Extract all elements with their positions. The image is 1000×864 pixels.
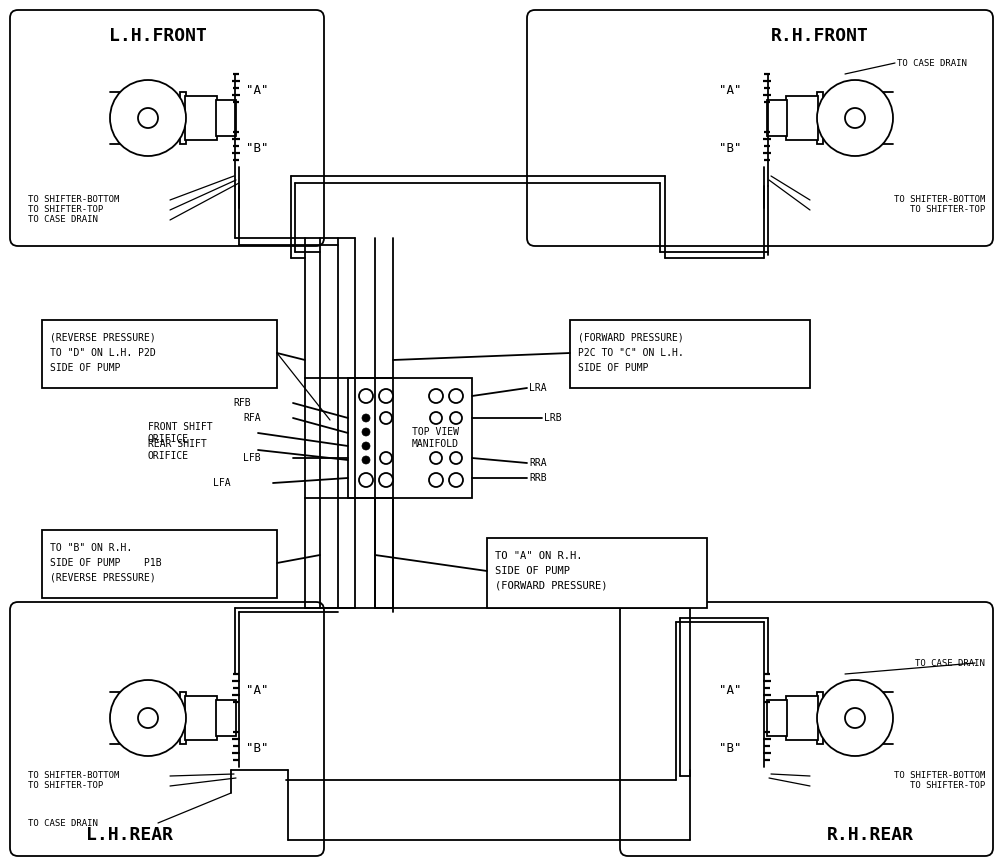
Circle shape <box>380 412 392 424</box>
Text: SIDE OF PUMP: SIDE OF PUMP <box>50 363 120 373</box>
Text: (REVERSE PRESSURE): (REVERSE PRESSURE) <box>50 333 156 343</box>
Bar <box>185 696 217 740</box>
Circle shape <box>450 452 462 464</box>
Text: (FORWARD PRESSURE): (FORWARD PRESSURE) <box>578 333 684 343</box>
Bar <box>487 538 707 608</box>
Text: R.H.FRONT: R.H.FRONT <box>771 27 869 45</box>
Text: TO SHIFTER-BOTTOM: TO SHIFTER-BOTTOM <box>894 772 985 780</box>
Text: TO "B" ON R.H.: TO "B" ON R.H. <box>50 543 132 553</box>
Circle shape <box>362 428 370 436</box>
Text: TO CASE DRAIN: TO CASE DRAIN <box>28 215 98 225</box>
Circle shape <box>449 473 463 487</box>
Text: RFB: RFB <box>233 398 251 408</box>
Text: R.H.REAR: R.H.REAR <box>826 826 914 844</box>
Bar <box>180 692 186 744</box>
Text: RRB: RRB <box>529 473 547 483</box>
Circle shape <box>845 108 865 128</box>
Text: RFA: RFA <box>243 413 261 423</box>
Text: "A": "A" <box>719 84 742 97</box>
Text: FRONT SHIFT
ORIFICE: FRONT SHIFT ORIFICE <box>148 422 213 444</box>
Circle shape <box>845 708 865 728</box>
Text: "A": "A" <box>719 683 742 696</box>
Bar <box>849 112 861 124</box>
Circle shape <box>138 108 158 128</box>
Bar <box>180 92 186 144</box>
Circle shape <box>380 452 392 464</box>
Text: (REVERSE PRESSURE): (REVERSE PRESSURE) <box>50 573 156 583</box>
Text: TO CASE DRAIN: TO CASE DRAIN <box>28 818 98 828</box>
Circle shape <box>110 680 186 756</box>
Text: L.H.REAR: L.H.REAR <box>87 826 174 844</box>
Bar <box>142 112 154 124</box>
Text: TO "A" ON R.H.: TO "A" ON R.H. <box>495 551 582 561</box>
Circle shape <box>359 473 373 487</box>
Bar <box>817 92 823 144</box>
Bar <box>786 96 818 140</box>
Text: TO SHIFTER-TOP: TO SHIFTER-TOP <box>910 206 985 214</box>
Circle shape <box>430 412 442 424</box>
Bar <box>185 96 217 140</box>
Circle shape <box>362 442 370 450</box>
Circle shape <box>379 473 393 487</box>
Circle shape <box>817 80 893 156</box>
FancyBboxPatch shape <box>527 10 993 246</box>
Text: TO SHIFTER-TOP: TO SHIFTER-TOP <box>28 782 103 791</box>
Text: "B": "B" <box>719 741 742 754</box>
Circle shape <box>449 389 463 403</box>
Circle shape <box>429 389 443 403</box>
Text: SIDE OF PUMP: SIDE OF PUMP <box>578 363 648 373</box>
Bar <box>767 100 787 136</box>
Bar <box>348 378 472 498</box>
Circle shape <box>429 473 443 487</box>
Circle shape <box>362 456 370 464</box>
FancyBboxPatch shape <box>10 10 324 246</box>
Text: LFA: LFA <box>213 478 231 488</box>
Text: "B": "B" <box>246 741 268 754</box>
Text: SIDE OF PUMP    P1B: SIDE OF PUMP P1B <box>50 558 162 568</box>
Text: LRA: LRA <box>529 383 547 393</box>
Circle shape <box>362 414 370 422</box>
Circle shape <box>138 708 158 728</box>
Text: TO SHIFTER-TOP: TO SHIFTER-TOP <box>910 782 985 791</box>
Text: TO SHIFTER-BOTTOM: TO SHIFTER-BOTTOM <box>28 772 119 780</box>
Text: TO SHIFTER-BOTTOM: TO SHIFTER-BOTTOM <box>28 195 119 205</box>
Text: TO CASE DRAIN: TO CASE DRAIN <box>897 59 967 67</box>
Circle shape <box>359 389 373 403</box>
Bar <box>216 700 236 736</box>
Circle shape <box>110 80 186 156</box>
Text: "A": "A" <box>246 84 268 97</box>
Bar <box>817 692 823 744</box>
Text: "B": "B" <box>246 142 268 155</box>
Text: TOP VIEW
MANIFOLD: TOP VIEW MANIFOLD <box>412 427 458 448</box>
Bar <box>42 320 277 388</box>
Text: TO SHIFTER-BOTTOM: TO SHIFTER-BOTTOM <box>894 195 985 205</box>
Bar <box>767 700 787 736</box>
Bar <box>849 712 861 724</box>
FancyBboxPatch shape <box>620 602 993 856</box>
Bar <box>142 712 154 724</box>
Bar <box>786 696 818 740</box>
Text: L.H.FRONT: L.H.FRONT <box>109 27 207 45</box>
Text: REAR SHIFT
ORIFICE: REAR SHIFT ORIFICE <box>148 439 207 461</box>
Text: LRB: LRB <box>544 413 562 423</box>
Text: RRA: RRA <box>529 458 547 468</box>
Text: P2C TO "C" ON L.H.: P2C TO "C" ON L.H. <box>578 348 684 358</box>
Bar <box>570 320 810 388</box>
Circle shape <box>379 389 393 403</box>
FancyBboxPatch shape <box>10 602 324 856</box>
Text: TO SHIFTER-TOP: TO SHIFTER-TOP <box>28 206 103 214</box>
Text: "A": "A" <box>246 683 268 696</box>
Text: LFB: LFB <box>243 453 261 463</box>
Text: SIDE OF PUMP: SIDE OF PUMP <box>495 566 570 576</box>
Circle shape <box>817 680 893 756</box>
Bar <box>42 530 277 598</box>
Bar <box>216 100 236 136</box>
Circle shape <box>450 412 462 424</box>
Text: (FORWARD PRESSURE): (FORWARD PRESSURE) <box>495 581 608 591</box>
Text: TO CASE DRAIN: TO CASE DRAIN <box>915 658 985 668</box>
Text: "B": "B" <box>719 142 742 155</box>
Text: TO "D" ON L.H. P2D: TO "D" ON L.H. P2D <box>50 348 156 358</box>
Circle shape <box>430 452 442 464</box>
